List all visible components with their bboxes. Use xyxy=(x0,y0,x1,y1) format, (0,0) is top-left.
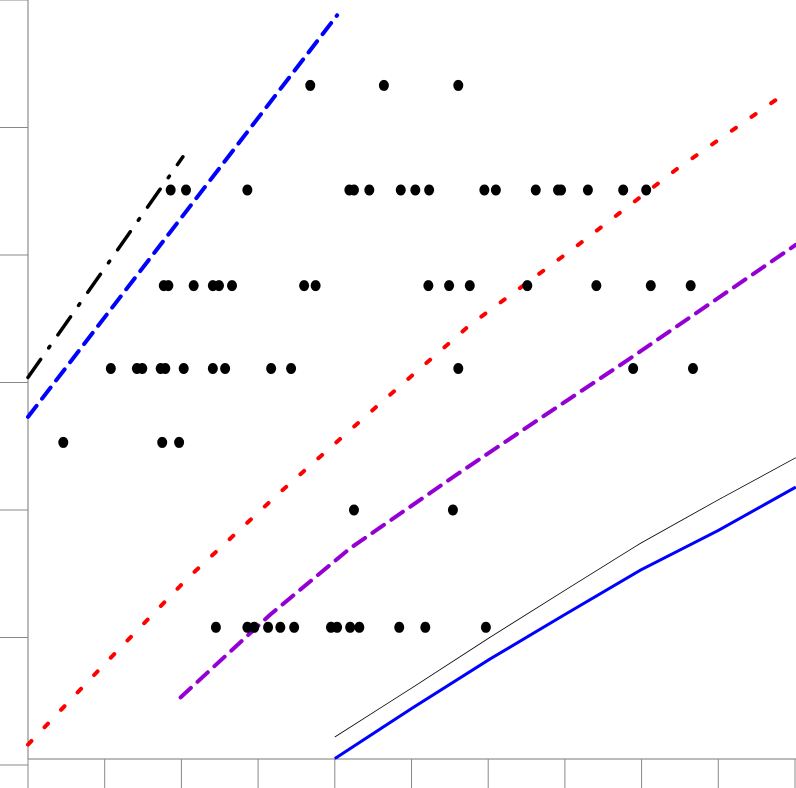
scatter-point xyxy=(227,280,238,292)
scatter-point xyxy=(242,184,253,196)
scatter-point xyxy=(378,79,389,91)
scatter-point xyxy=(105,362,116,374)
scatter-point xyxy=(220,362,231,374)
scatter-point xyxy=(286,362,297,374)
scatter-point xyxy=(348,184,359,196)
scatter-point xyxy=(479,184,490,196)
scatter-point xyxy=(685,280,696,292)
scatter-point xyxy=(157,436,168,448)
series-line-2 xyxy=(26,93,784,747)
scatter-point xyxy=(480,621,491,633)
scatter-point xyxy=(591,280,602,292)
scatter-point xyxy=(582,184,593,196)
scatter-point xyxy=(410,184,421,196)
scatter-point xyxy=(453,362,464,374)
scatter-point xyxy=(174,436,185,448)
scatter-point xyxy=(645,280,656,292)
scatter-point xyxy=(263,621,274,633)
scatter-point xyxy=(490,184,501,196)
scatter-point xyxy=(641,184,652,196)
scatter-point xyxy=(395,184,406,196)
scatter-point xyxy=(58,436,69,448)
scatter-point xyxy=(447,504,458,516)
scatter-point xyxy=(163,280,174,292)
series-line-5 xyxy=(334,457,796,738)
scatter-point xyxy=(424,184,435,196)
scatter-point xyxy=(530,184,541,196)
scatter-point xyxy=(444,280,455,292)
series-line-1 xyxy=(26,13,340,419)
scatter-point xyxy=(299,280,310,292)
scatter-point xyxy=(364,184,375,196)
scatter-point xyxy=(420,621,431,633)
scatter-point xyxy=(160,362,171,374)
series-line-3 xyxy=(178,242,796,700)
scatter-point xyxy=(181,184,192,196)
plot-area xyxy=(26,13,796,760)
scatter-point xyxy=(354,621,365,633)
scatter-point xyxy=(310,280,321,292)
scatter-point xyxy=(464,280,475,292)
scatter-point xyxy=(137,362,148,374)
scatter-point xyxy=(213,280,224,292)
scatter-point xyxy=(207,362,218,374)
scatter-point xyxy=(423,280,434,292)
scatter-point xyxy=(289,621,300,633)
scatter-point xyxy=(687,362,698,374)
series-line-4 xyxy=(333,485,796,760)
scatter-point xyxy=(178,362,189,374)
scatter-point xyxy=(332,621,343,633)
scatter-point xyxy=(266,362,277,374)
series-line-0 xyxy=(26,155,185,380)
scatter-point xyxy=(522,280,533,292)
scatter-point xyxy=(210,621,221,633)
scatter-point xyxy=(618,184,629,196)
scatter-point xyxy=(556,184,567,196)
scatter-point xyxy=(275,621,286,633)
scatter-point xyxy=(345,621,356,633)
scatter-point xyxy=(242,621,253,633)
scatter-point xyxy=(453,79,464,91)
scatter-point xyxy=(348,504,359,516)
scatter-point xyxy=(188,280,199,292)
scatter-point xyxy=(628,362,639,374)
scatter-point xyxy=(165,184,176,196)
scatter-point xyxy=(305,79,316,91)
scatter-point xyxy=(394,621,405,633)
scatter-point xyxy=(249,621,260,633)
